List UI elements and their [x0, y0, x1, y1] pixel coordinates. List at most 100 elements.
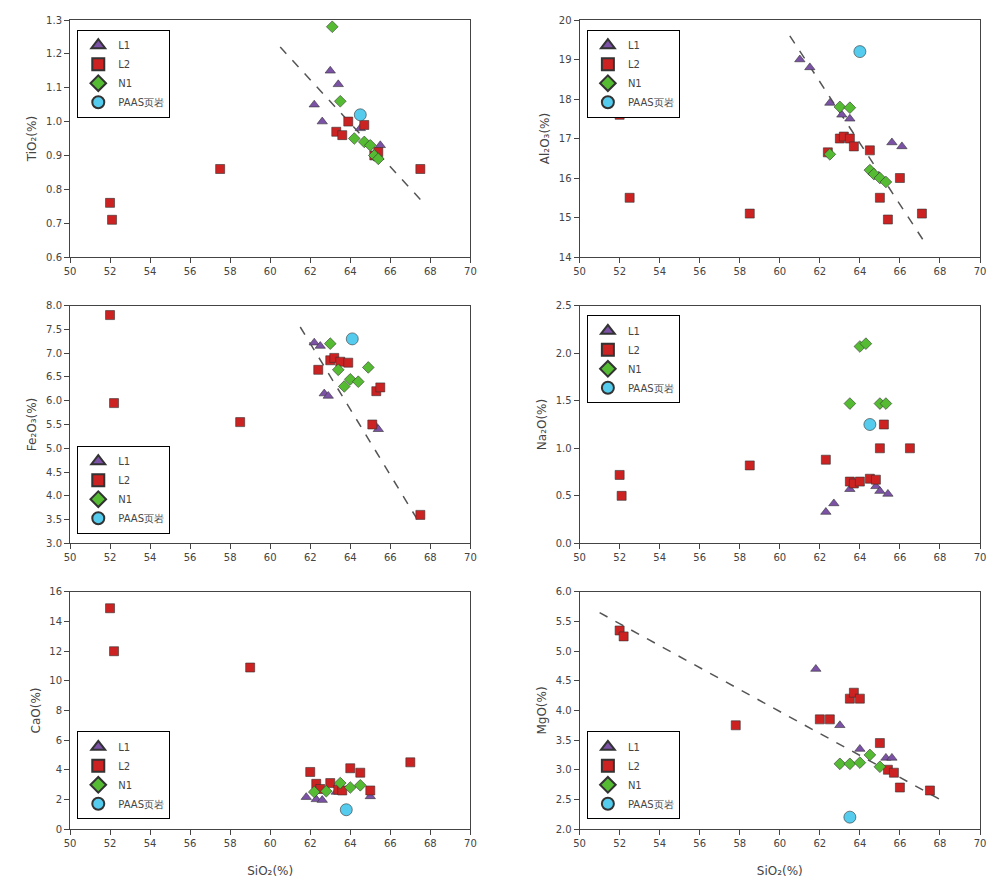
svg-text:50: 50 [573, 266, 586, 277]
svg-text:L2: L2 [118, 59, 130, 70]
svg-text:L2: L2 [628, 345, 640, 356]
svg-text:56: 56 [693, 266, 706, 277]
svg-text:64: 64 [344, 552, 357, 563]
svg-text:56: 56 [184, 552, 197, 563]
svg-text:70: 70 [464, 266, 477, 277]
svg-text:0.9: 0.9 [46, 150, 62, 161]
svg-text:50: 50 [573, 838, 586, 849]
svg-text:L2: L2 [118, 475, 130, 486]
svg-text:58: 58 [733, 552, 746, 563]
svg-text:17: 17 [559, 133, 572, 144]
svg-text:62: 62 [813, 838, 826, 849]
svg-text:70: 70 [464, 552, 477, 563]
svg-text:1.1: 1.1 [46, 82, 62, 93]
svg-text:7.5: 7.5 [46, 324, 62, 335]
svg-text:PAAS页岩: PAAS页岩 [628, 799, 674, 810]
svg-text:56: 56 [693, 552, 706, 563]
svg-text:0.5: 0.5 [556, 490, 572, 501]
svg-text:0.7: 0.7 [46, 218, 62, 229]
svg-text:6.5: 6.5 [46, 371, 62, 382]
svg-text:CaO(%): CaO(%) [29, 688, 43, 734]
svg-text:3.0: 3.0 [556, 764, 572, 775]
svg-text:64: 64 [344, 838, 357, 849]
svg-text:L1: L1 [118, 456, 130, 467]
svg-text:50: 50 [64, 552, 77, 563]
svg-text:60: 60 [264, 266, 277, 277]
svg-text:16: 16 [559, 173, 572, 184]
svg-text:68: 68 [424, 838, 437, 849]
svg-text:54: 54 [653, 266, 666, 277]
svg-text:1.0: 1.0 [556, 443, 572, 454]
svg-text:54: 54 [144, 266, 157, 277]
svg-text:2.5: 2.5 [556, 794, 572, 805]
svg-text:56: 56 [184, 266, 197, 277]
svg-text:8: 8 [56, 705, 62, 716]
svg-text:50: 50 [64, 838, 77, 849]
svg-text:6.0: 6.0 [556, 586, 572, 597]
svg-text:52: 52 [613, 838, 626, 849]
svg-text:7.0: 7.0 [46, 348, 62, 359]
svg-text:58: 58 [224, 266, 237, 277]
svg-text:52: 52 [104, 552, 117, 563]
svg-text:L1: L1 [118, 742, 130, 753]
svg-text:62: 62 [813, 552, 826, 563]
svg-text:64: 64 [854, 266, 867, 277]
svg-text:SiO₂(%): SiO₂(%) [757, 864, 803, 878]
svg-text:L2: L2 [628, 761, 640, 772]
svg-text:15: 15 [559, 212, 572, 223]
svg-text:56: 56 [184, 838, 197, 849]
svg-text:60: 60 [773, 838, 786, 849]
svg-text:2.0: 2.0 [556, 348, 572, 359]
svg-text:SiO₂(%): SiO₂(%) [247, 864, 293, 878]
svg-text:60: 60 [264, 552, 277, 563]
svg-text:MgO(%): MgO(%) [535, 686, 549, 734]
svg-text:68: 68 [934, 266, 947, 277]
svg-text:Na₂O(%): Na₂O(%) [535, 399, 549, 450]
svg-text:19: 19 [559, 54, 572, 65]
svg-text:50: 50 [573, 552, 586, 563]
svg-text:3.0: 3.0 [46, 538, 62, 549]
svg-text:66: 66 [894, 838, 907, 849]
svg-text:5.5: 5.5 [46, 419, 62, 430]
svg-text:60: 60 [773, 266, 786, 277]
svg-text:N1: N1 [118, 78, 132, 89]
svg-text:4.5: 4.5 [46, 467, 62, 478]
svg-text:L1: L1 [628, 40, 640, 51]
svg-text:2.5: 2.5 [556, 300, 572, 311]
svg-text:70: 70 [464, 838, 477, 849]
svg-text:52: 52 [613, 552, 626, 563]
svg-text:3.5: 3.5 [556, 735, 572, 746]
svg-text:14: 14 [559, 252, 572, 263]
svg-text:60: 60 [264, 838, 277, 849]
svg-text:68: 68 [934, 552, 947, 563]
svg-text:58: 58 [733, 838, 746, 849]
svg-text:66: 66 [384, 838, 397, 849]
svg-text:52: 52 [613, 266, 626, 277]
svg-text:1.5: 1.5 [556, 395, 572, 406]
svg-text:62: 62 [304, 552, 317, 563]
svg-text:68: 68 [424, 266, 437, 277]
svg-text:56: 56 [693, 838, 706, 849]
svg-text:Fe₂O₃(%): Fe₂O₃(%) [25, 398, 39, 451]
svg-text:N1: N1 [628, 780, 642, 791]
svg-text:0: 0 [56, 824, 62, 835]
svg-text:66: 66 [894, 266, 907, 277]
svg-text:1.2: 1.2 [46, 48, 62, 59]
svg-text:2: 2 [56, 794, 62, 805]
svg-text:64: 64 [344, 266, 357, 277]
svg-text:62: 62 [813, 266, 826, 277]
svg-text:54: 54 [653, 552, 666, 563]
svg-text:14: 14 [49, 616, 62, 627]
svg-text:3.5: 3.5 [46, 514, 62, 525]
svg-text:4.0: 4.0 [556, 705, 572, 716]
svg-text:6: 6 [56, 735, 62, 746]
svg-text:70: 70 [974, 266, 987, 277]
svg-text:64: 64 [854, 838, 867, 849]
svg-text:58: 58 [733, 266, 746, 277]
svg-text:PAAS页岩: PAAS页岩 [118, 799, 164, 810]
svg-text:N1: N1 [628, 364, 642, 375]
svg-text:N1: N1 [118, 494, 132, 505]
svg-text:4.5: 4.5 [556, 675, 572, 686]
svg-text:L1: L1 [628, 326, 640, 337]
svg-text:62: 62 [304, 838, 317, 849]
